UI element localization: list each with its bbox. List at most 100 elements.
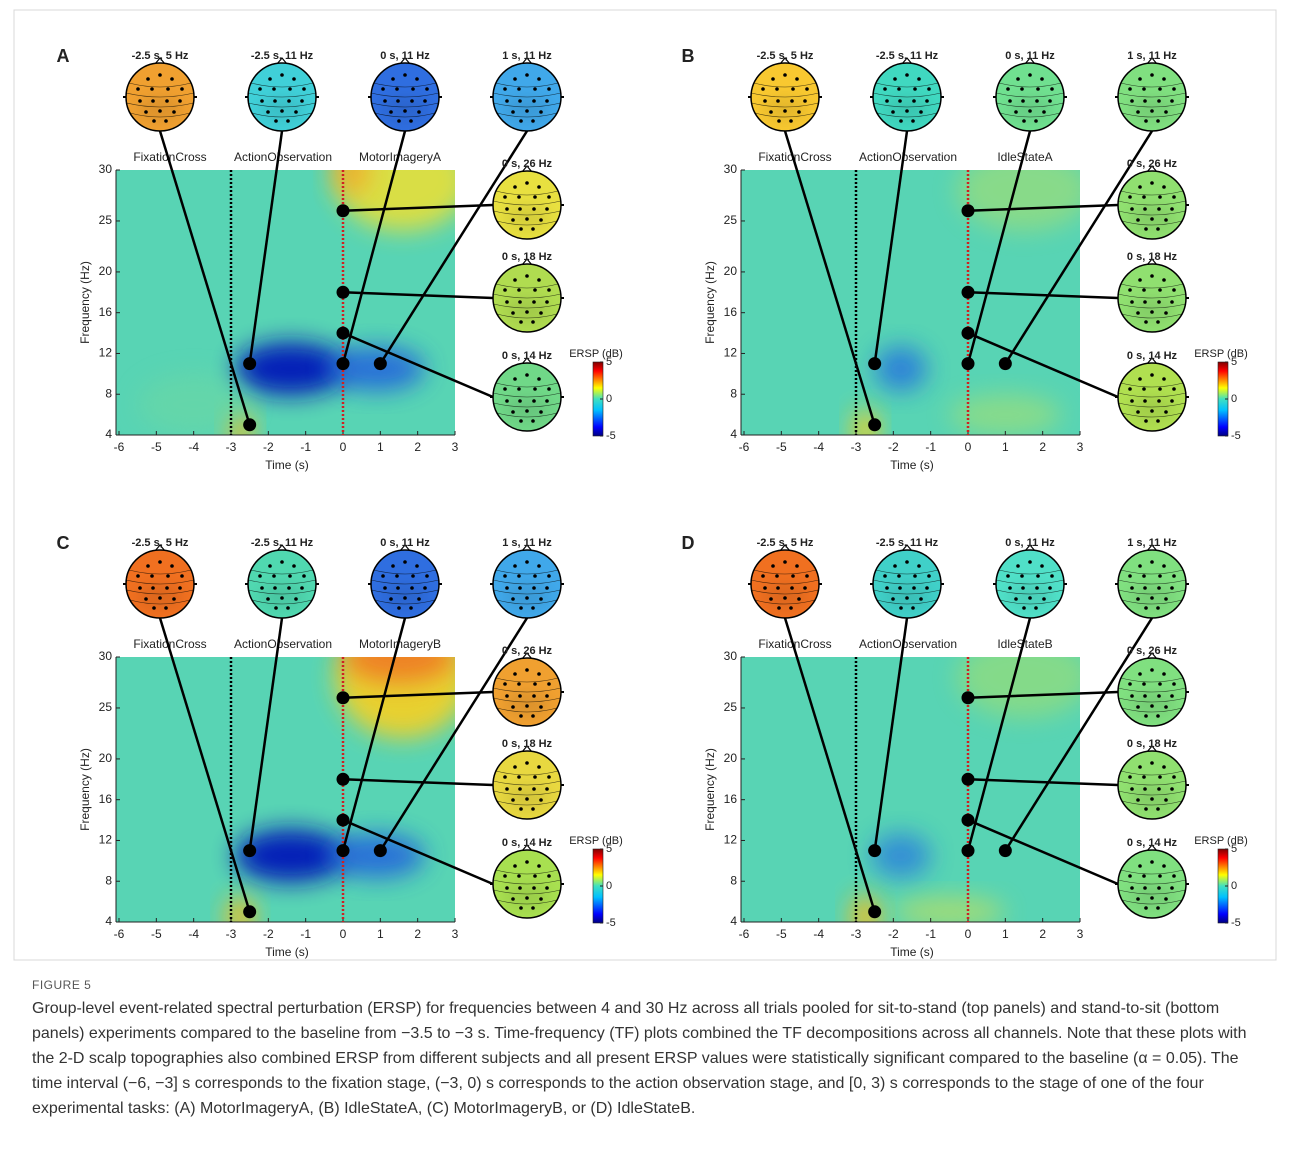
x-tick-label: 3 <box>1077 440 1084 454</box>
electrode <box>532 694 536 698</box>
electrode <box>913 574 917 578</box>
electrode <box>288 87 292 91</box>
electrode <box>1157 399 1161 403</box>
topomap-shade <box>138 584 182 608</box>
heatmap-region <box>137 373 250 435</box>
electrode <box>1150 668 1154 672</box>
topomap <box>368 57 442 132</box>
panel-label: C <box>57 533 70 553</box>
electrode <box>1164 311 1168 315</box>
electrode <box>274 606 278 610</box>
topomap-contour <box>495 382 559 388</box>
electrode <box>927 574 931 578</box>
x-tick-label: -4 <box>813 927 824 941</box>
marker <box>961 357 975 371</box>
topomap-contour <box>875 82 939 88</box>
electrode <box>537 185 541 189</box>
electrode <box>537 77 541 81</box>
electrode <box>525 761 529 765</box>
x-tick-label: -2 <box>888 440 899 454</box>
electrode <box>505 399 509 403</box>
topomap-nose <box>1146 745 1158 753</box>
electrode <box>795 564 799 568</box>
topomap-contour <box>495 770 559 776</box>
electrode <box>775 87 779 91</box>
topomap-contour <box>1121 800 1183 806</box>
marker <box>961 813 975 827</box>
connector-line <box>873 130 909 364</box>
electrode <box>273 99 277 103</box>
electrode <box>776 99 780 103</box>
electrode <box>761 574 765 578</box>
electrode <box>1150 761 1154 765</box>
heatmap-region <box>234 342 347 396</box>
topomap-contour <box>373 82 437 88</box>
electrode <box>518 99 522 103</box>
electrode <box>1162 672 1166 676</box>
electrode <box>165 586 169 590</box>
electrode <box>547 87 551 91</box>
electrode <box>1164 110 1168 114</box>
marker <box>373 357 387 371</box>
marker <box>243 844 257 858</box>
stage-label: ActionObservation <box>859 637 957 651</box>
electrode <box>517 874 521 878</box>
electrode <box>525 668 529 672</box>
connector-line <box>248 130 284 364</box>
electrode <box>1050 87 1054 91</box>
marker <box>961 844 975 858</box>
topomap-contour <box>495 869 559 875</box>
connector-line <box>248 617 284 851</box>
topomap-title: -2.5 s, 5 Hz <box>132 50 189 62</box>
topomap-contour <box>496 412 558 418</box>
panel-label: D <box>682 533 695 553</box>
topomap-contour <box>754 112 816 118</box>
electrode <box>1016 77 1020 81</box>
connector-line <box>967 291 1119 300</box>
connector-line <box>967 778 1119 787</box>
electrode <box>1144 227 1148 231</box>
electrode <box>280 596 284 600</box>
electrode <box>417 110 421 114</box>
electrode <box>532 300 536 304</box>
connector-line <box>342 203 494 213</box>
electrode <box>415 77 419 81</box>
heatmap-region <box>343 657 455 683</box>
heatmap <box>741 657 1080 922</box>
electrode <box>776 586 780 590</box>
topomap-contour <box>128 82 192 88</box>
electrode <box>138 99 142 103</box>
electrode <box>172 597 176 601</box>
x-axis-label: Time (s) <box>265 458 309 472</box>
electrode <box>545 694 549 698</box>
topomap-shade <box>885 97 929 121</box>
electrode <box>1021 586 1025 590</box>
electrode <box>761 87 765 91</box>
topomap-shade <box>505 97 549 121</box>
colorbar-tick-label: 5 <box>606 843 612 855</box>
topomap-contour <box>999 599 1061 605</box>
topomap-shade <box>885 584 929 608</box>
x-tick-label: 1 <box>1002 440 1009 454</box>
electrode <box>1164 597 1168 601</box>
electrode <box>503 874 507 878</box>
electrode <box>300 586 304 590</box>
y-tick-label: 30 <box>724 649 738 663</box>
topomap-contour <box>495 190 559 196</box>
topomap <box>490 258 564 333</box>
electrode <box>1136 705 1140 709</box>
electrode <box>302 87 306 91</box>
colorbar-tick-label: -5 <box>1231 917 1241 929</box>
topomap-contour <box>996 102 1064 108</box>
topomap-contour <box>248 92 316 98</box>
electrode <box>531 119 535 123</box>
x-tick-label: 0 <box>340 927 347 941</box>
electrode <box>789 119 793 123</box>
y-tick-label: 20 <box>724 264 738 278</box>
electrode <box>166 87 170 91</box>
topomap-shade <box>505 785 549 809</box>
x-tick-label: -5 <box>151 927 162 941</box>
connector-line <box>1004 130 1154 365</box>
electrode <box>260 586 264 590</box>
x-tick-label: 3 <box>452 927 459 941</box>
